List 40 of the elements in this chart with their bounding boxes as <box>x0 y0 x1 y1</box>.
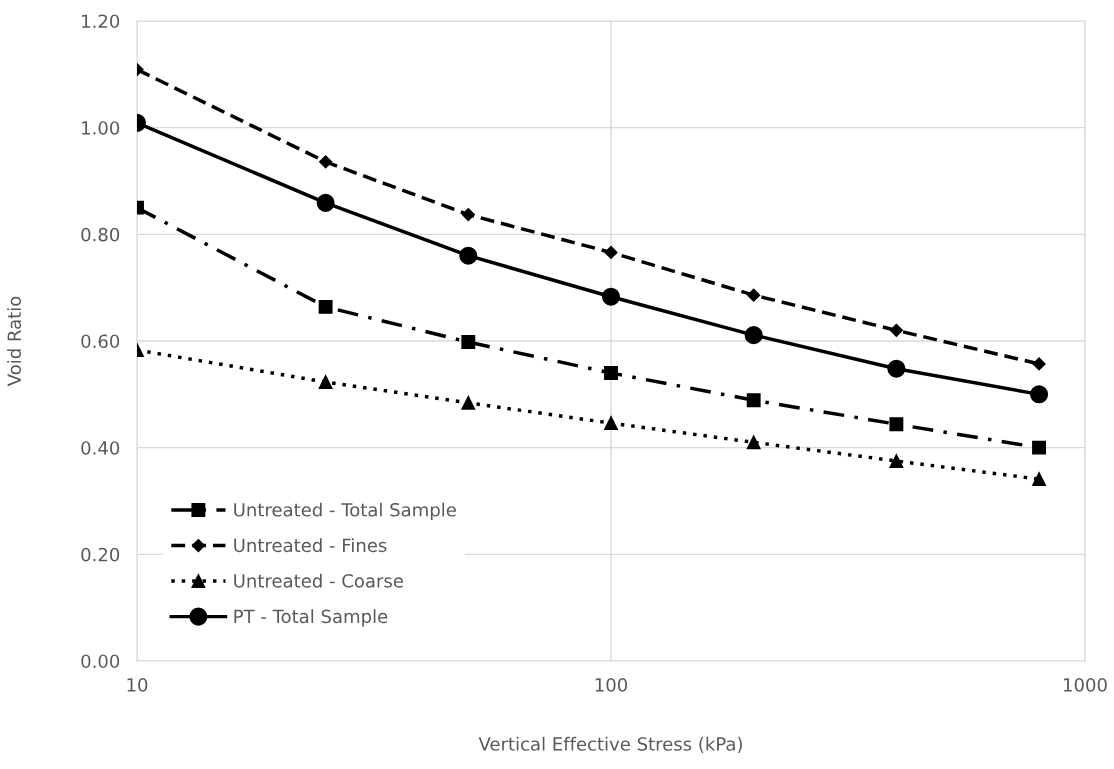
point <box>889 454 904 468</box>
point <box>1032 357 1046 371</box>
legend-label: Untreated - Total Sample <box>234 502 456 521</box>
y-tick-label: 1.00 <box>82 121 120 135</box>
point <box>318 299 333 314</box>
legend-label: PT - Total Sample <box>234 609 388 627</box>
point <box>319 155 333 169</box>
x-tick-label: 100 <box>595 677 628 692</box>
point <box>744 326 763 345</box>
point <box>746 435 761 450</box>
point <box>1030 385 1049 404</box>
point <box>318 375 333 390</box>
y-tick-label: 0.40 <box>81 441 120 455</box>
x-tick-label: 1000 <box>1064 677 1107 692</box>
y-tick-label: 0.20 <box>81 547 120 562</box>
point <box>459 246 478 265</box>
y-axis-title: Void Ratio <box>7 296 22 387</box>
point <box>889 417 904 432</box>
y-tick-label: 0.80 <box>81 227 120 242</box>
point <box>604 366 618 380</box>
y-tick-label: 1.20 <box>82 14 120 29</box>
y-tick-label: 0.60 <box>81 334 120 349</box>
point <box>316 193 335 212</box>
point <box>601 287 621 306</box>
point <box>461 335 476 350</box>
point <box>747 288 761 302</box>
point <box>1032 440 1047 455</box>
x-tick-label: 10 <box>127 677 148 692</box>
point <box>461 395 476 410</box>
y-tick-label: 0.00 <box>81 654 120 669</box>
legend-label: Untreated - Fines <box>234 538 387 553</box>
point <box>604 416 618 431</box>
point <box>887 359 906 378</box>
x-axis-title: Vertical Effective Stress (kPa) <box>478 736 742 753</box>
point <box>1032 472 1047 487</box>
point <box>604 245 618 260</box>
point <box>461 208 475 222</box>
point <box>746 393 761 408</box>
point <box>889 323 903 337</box>
legend-label: Untreated - Coarse <box>234 573 403 588</box>
